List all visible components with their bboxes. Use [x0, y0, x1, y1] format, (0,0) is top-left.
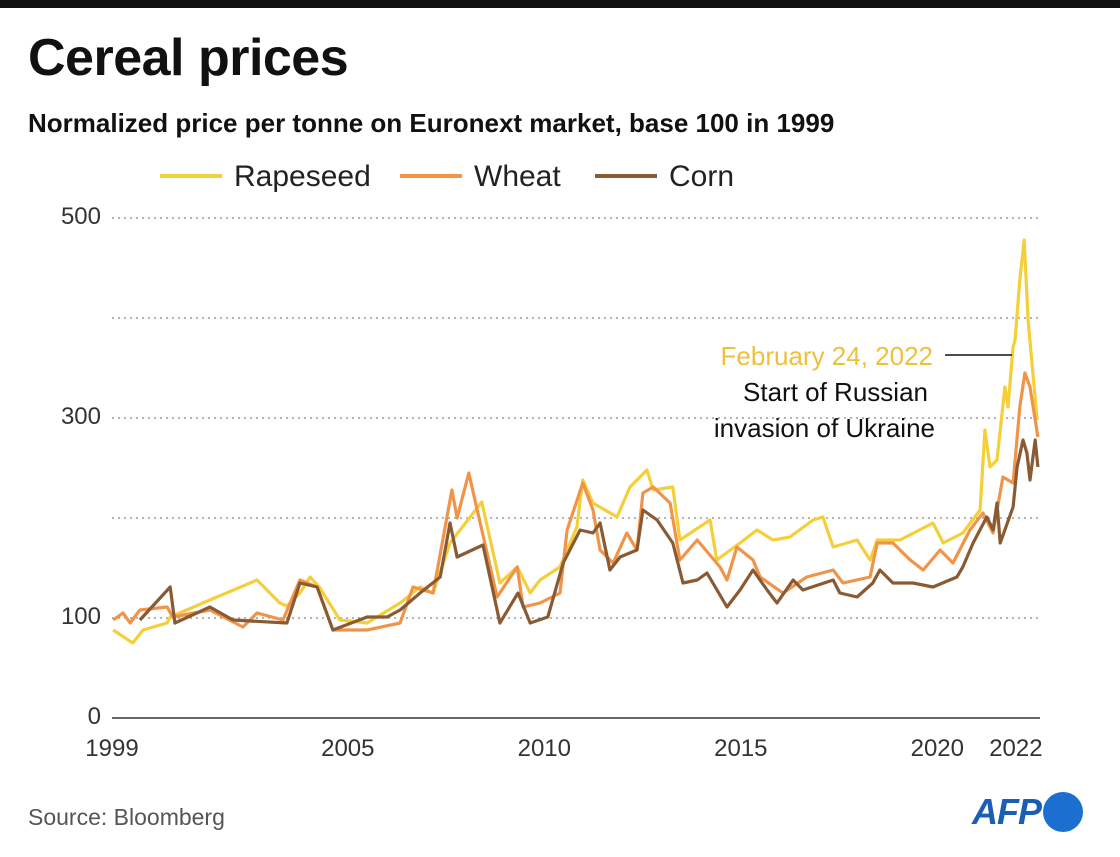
afp-logo-circle-icon: [1043, 792, 1083, 832]
y-axis-ticks: 0 100 300 500: [61, 203, 101, 730]
gridlines: [112, 217, 1040, 719]
x-tick-label: 1999: [85, 735, 138, 762]
source-note: Source: Bloomberg: [28, 804, 225, 830]
top-bar: [0, 0, 1120, 8]
x-tick-label: 2022: [989, 735, 1042, 762]
y-tick-label: 300: [61, 403, 101, 430]
legend: Rapeseed Wheat Corn: [160, 160, 734, 193]
series-line-corn: [138, 438, 1040, 632]
legend-item-corn: Corn: [595, 160, 734, 193]
x-tick-label: 2010: [518, 735, 571, 762]
legend-item-rapeseed: Rapeseed: [160, 160, 371, 193]
series-line-wheat: [112, 371, 1040, 632]
x-axis-ticks: 1999 2005 2010 2015 2020 2022: [85, 735, 1042, 762]
annotation: February 24, 2022 Start of Russian invas…: [714, 341, 1012, 443]
chart-subtitle: Normalized price per tonne on Euronext m…: [28, 108, 835, 138]
x-tick-label: 2020: [911, 735, 964, 762]
legend-item-wheat: Wheat: [400, 160, 561, 193]
y-tick-label: 100: [61, 603, 101, 630]
annotation-line-1: Start of Russian: [743, 377, 928, 407]
annotation-line-2: invasion of Ukraine: [714, 413, 935, 443]
chart-title: Cereal prices: [28, 29, 349, 87]
series-line-rapeseed: [112, 238, 1039, 645]
y-tick-label: 500: [61, 203, 101, 230]
legend-label: Rapeseed: [234, 160, 371, 193]
legend-label: Wheat: [474, 160, 561, 193]
afp-logo-text: AFP: [972, 791, 1042, 832]
annotation-date: February 24, 2022: [721, 341, 933, 371]
y-tick-label: 0: [88, 703, 101, 730]
legend-label: Corn: [669, 160, 734, 193]
x-tick-label: 2015: [714, 735, 767, 762]
x-tick-label: 2005: [321, 735, 374, 762]
afp-logo: AFP: [972, 790, 1083, 834]
series-lines: [112, 238, 1040, 645]
